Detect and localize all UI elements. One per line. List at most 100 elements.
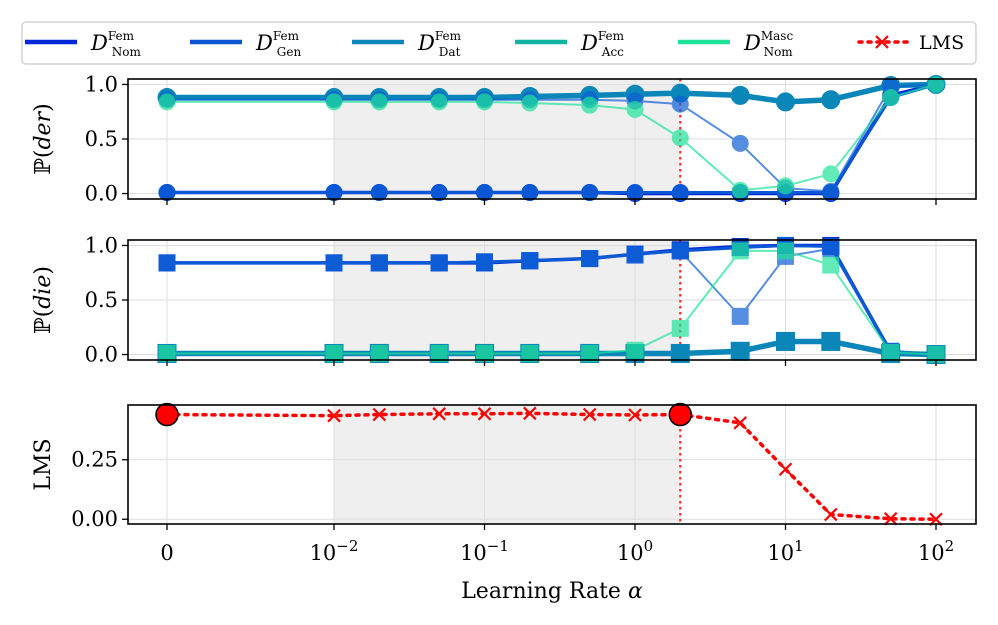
data-point (521, 252, 539, 270)
data-point (822, 240, 840, 258)
y-tick-label: 0.25 (71, 448, 118, 472)
data-point (626, 101, 644, 119)
data-point (372, 407, 387, 422)
series-D_Nom^Masc (158, 75, 945, 199)
data-point (158, 254, 176, 272)
x-tick-label: 101 (767, 537, 803, 565)
data-point (476, 93, 493, 111)
data-point (158, 93, 176, 111)
panel-3: 0.00 0.25 LMS (31, 402, 977, 531)
panel-1: 0.0 0.5 1.0 ℙ(der) (31, 72, 977, 206)
data-point (581, 96, 599, 114)
data-point (158, 183, 176, 201)
y-axis-label: LMS (31, 438, 56, 490)
data-point (430, 183, 448, 201)
data-point (822, 182, 840, 200)
data-point (582, 407, 597, 422)
shaded-region (334, 405, 681, 524)
data-point (733, 416, 747, 430)
legend-frame (21, 21, 977, 65)
y-tick-label: 0.0 (85, 343, 118, 367)
data-point (731, 307, 749, 325)
legend-label: DFem Nom (90, 29, 142, 59)
data-point (430, 344, 448, 362)
legend-label: LMS (919, 32, 964, 54)
data-point (730, 85, 750, 105)
data-point (731, 134, 749, 152)
data-point (628, 408, 642, 422)
panel-2: 0.0 0.5 1.0 ℙ(die) (31, 233, 977, 367)
legend-item: DMasc Nom (678, 29, 793, 59)
y-axis-label: ℙ(die) (31, 266, 56, 334)
data-point (776, 331, 795, 351)
y-tick-label: 1.0 (85, 233, 118, 257)
data-point (325, 344, 343, 362)
data-point (581, 344, 599, 362)
data-point (671, 95, 689, 113)
legend: DFem Nom DFem Gen DFem Dat DFem Acc DMasc Nom LMS (21, 21, 977, 65)
legend-marker (875, 35, 889, 49)
data-point (731, 242, 749, 260)
data-point (626, 183, 644, 201)
data-point (730, 341, 750, 361)
data-point (821, 331, 841, 351)
legend-item: DFem Acc (515, 29, 625, 59)
data-point (731, 181, 749, 199)
data-point (777, 177, 794, 195)
x-tick-label: 102 (918, 537, 954, 565)
data-point (822, 165, 840, 183)
data-point (521, 94, 539, 112)
x-tick-label: 100 (617, 537, 653, 565)
data-point (327, 408, 341, 423)
data-point (432, 407, 446, 421)
highlight-point (668, 402, 693, 427)
legend-label: DFem Gen (255, 29, 301, 59)
data-point (581, 250, 599, 268)
data-point (325, 254, 343, 272)
data-point (671, 129, 689, 147)
data-point (370, 254, 388, 272)
data-point (477, 407, 492, 421)
data-point (476, 183, 493, 201)
x-tick-label: 10−1 (460, 537, 509, 565)
data-point (882, 89, 900, 107)
x-tick-label: 0 (160, 541, 173, 565)
data-point (325, 93, 343, 111)
data-point (882, 343, 900, 361)
data-point (521, 183, 539, 201)
series-D_Nom^Masc (158, 242, 945, 364)
y-tick-label: 1.0 (85, 72, 118, 96)
data-point (158, 344, 176, 362)
y-tick-label: 0.5 (85, 127, 118, 151)
y-tick-label: 0.00 (71, 507, 118, 531)
legend-label: DMasc Nom (743, 29, 793, 59)
data-point (670, 343, 690, 363)
data-point (521, 344, 539, 362)
data-point (325, 183, 343, 201)
data-point (476, 254, 493, 272)
data-point (671, 183, 689, 201)
data-point (626, 246, 644, 264)
data-point (523, 406, 537, 421)
data-point (430, 254, 448, 272)
data-point (370, 93, 388, 111)
data-point (821, 90, 841, 110)
legend-label: DFem Acc (580, 29, 625, 59)
legend-item: LMS (857, 32, 964, 54)
legend-item: DFem Gen (190, 29, 301, 59)
data-point (883, 511, 898, 526)
series-line (165, 411, 938, 521)
legend-item: DFem Nom (25, 29, 142, 59)
data-point (927, 75, 945, 93)
data-point (626, 341, 644, 359)
data-point (824, 507, 838, 522)
data-point (777, 242, 794, 260)
legend-label: DFem Dat (417, 29, 462, 59)
y-tick-label: 0.0 (85, 182, 118, 206)
data-point (476, 344, 493, 362)
data-point (778, 462, 793, 477)
data-point (370, 344, 388, 362)
highlight-point (155, 402, 179, 427)
data-point (671, 319, 689, 337)
